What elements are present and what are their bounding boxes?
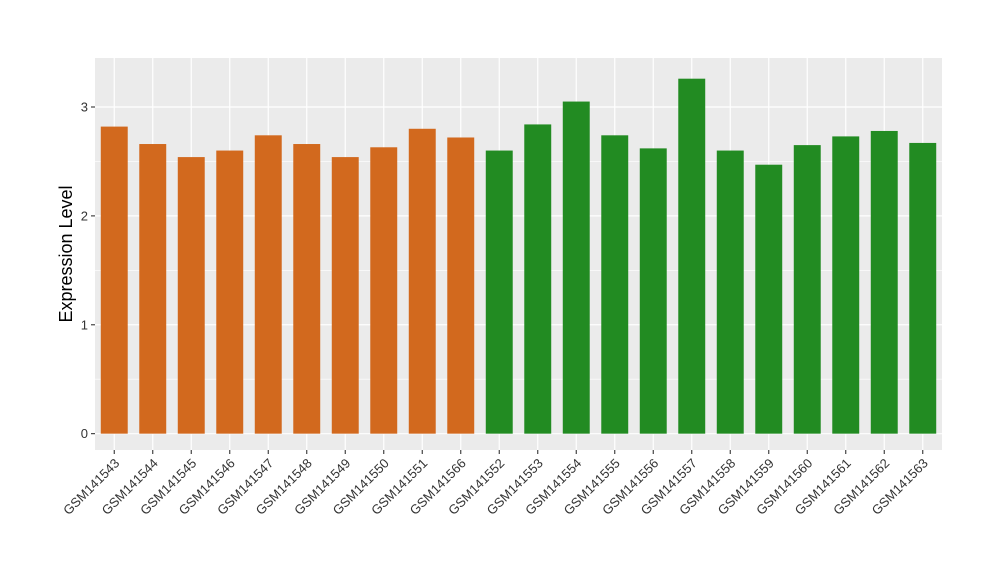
bar xyxy=(562,101,590,434)
bar xyxy=(139,144,167,434)
y-tick-label: 1 xyxy=(81,317,88,332)
bar xyxy=(524,124,552,434)
bar xyxy=(678,78,706,434)
bar xyxy=(331,157,359,434)
bar xyxy=(293,144,321,434)
bar xyxy=(909,142,937,434)
y-tick-label: 3 xyxy=(81,100,88,115)
bar xyxy=(716,150,744,434)
y-tick-label: 2 xyxy=(81,208,88,223)
bar xyxy=(485,150,513,434)
y-axis-title: Expression Level xyxy=(56,185,76,322)
y-tick-label: 0 xyxy=(81,426,88,441)
bars xyxy=(100,78,937,434)
bar xyxy=(216,150,244,434)
bar xyxy=(177,157,205,434)
bar xyxy=(601,135,629,434)
bar xyxy=(793,145,821,434)
bar xyxy=(755,164,783,434)
bar xyxy=(100,126,128,434)
bar xyxy=(370,147,398,434)
x-axis: GSM141543GSM141544GSM141545GSM141546GSM1… xyxy=(60,450,931,518)
bar xyxy=(254,135,282,434)
bar xyxy=(447,137,475,434)
y-axis: 0 1 2 3 xyxy=(81,100,95,441)
bar xyxy=(639,148,667,434)
bar xyxy=(408,128,436,434)
bar xyxy=(832,136,860,434)
bar xyxy=(870,130,898,434)
